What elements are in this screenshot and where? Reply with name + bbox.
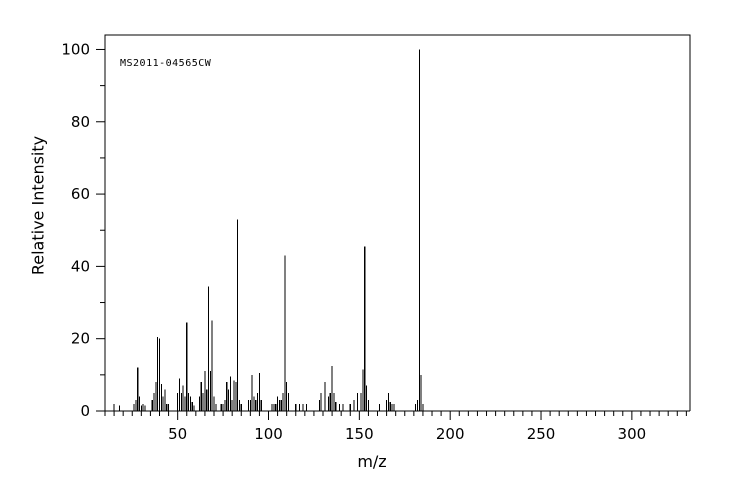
y-axis-ticks (96, 48, 105, 412)
y-tick-label: 0 (80, 402, 90, 420)
x-tick-label: 100 (254, 425, 283, 443)
y-axis-tick-labels: 0 20 40 60 80 100 (61, 40, 90, 420)
y-tick-label: 80 (71, 113, 90, 131)
x-tick-label: 50 (168, 425, 187, 443)
y-tick-label: 20 (71, 330, 90, 348)
x-tick-label: 200 (436, 425, 465, 443)
x-tick-label: 300 (618, 425, 647, 443)
x-axis-label: m/z (357, 452, 387, 471)
x-axis-ticks (104, 411, 687, 420)
x-tick-label: 250 (527, 425, 556, 443)
spectrum-peaks (113, 49, 424, 411)
x-tick-label: 150 (345, 425, 374, 443)
y-axis-label: Relative Intensity (28, 135, 48, 276)
series-label: MS2011-04565CW (120, 58, 212, 69)
x-axis-tick-labels: 50 100 150 200 250 300 (168, 425, 646, 443)
y-axis-label-wrapper: Relative Intensity (29, 106, 48, 306)
y-tick-label: 100 (61, 40, 90, 58)
y-tick-label: 60 (71, 185, 90, 203)
y-tick-label: 40 (71, 257, 90, 275)
plot-frame (104, 34, 691, 412)
